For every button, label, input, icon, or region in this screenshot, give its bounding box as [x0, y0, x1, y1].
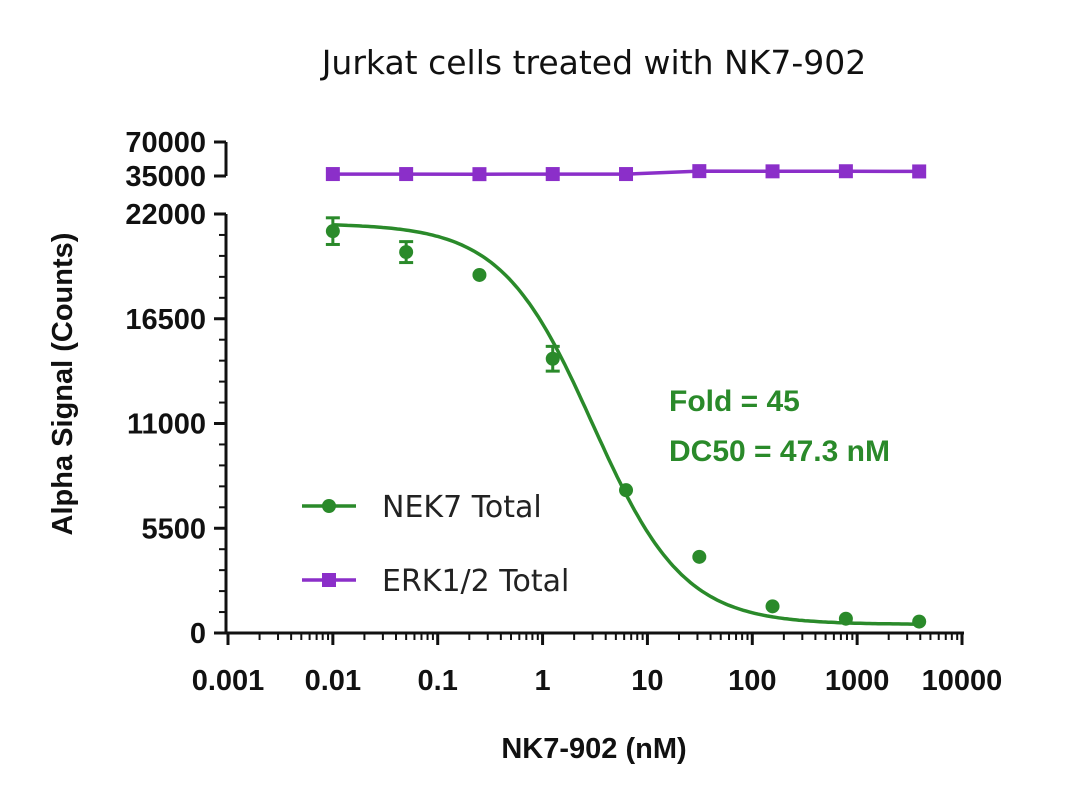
data-point-square	[619, 167, 634, 182]
data-point-circle	[838, 611, 853, 626]
data-point-square	[472, 167, 487, 182]
data-point-square	[765, 164, 780, 179]
x-axis-title: NK7-902 (nM)	[501, 733, 686, 765]
legend-marker-circle	[322, 499, 336, 513]
data-point-circle	[692, 549, 707, 564]
x-tick-label: 100	[728, 665, 776, 697]
y-tick-label: 16500	[125, 304, 206, 336]
annotations: Fold = 45 DC50 = 47.3 nM	[669, 385, 890, 468]
y-tick-label: 70000	[125, 127, 206, 159]
x-tick-label: 0.1	[418, 665, 458, 697]
data-point-square	[399, 167, 414, 182]
data-point-square	[692, 164, 707, 179]
annotation-text: Fold = 45	[669, 385, 800, 418]
legend-label: ERK1/2 Total	[382, 564, 569, 599]
x-tick-label: 10000	[922, 665, 1003, 697]
y-tick-label: 35000	[125, 161, 206, 193]
data-point-circle	[912, 614, 927, 629]
legend-label: NEK7 Total	[382, 490, 542, 525]
data-point-circle	[399, 245, 414, 260]
x-tick-label: 10	[631, 665, 663, 697]
data-point-circle	[545, 351, 560, 366]
chart-title: Jurkat cells treated with NK7-902	[320, 43, 867, 82]
data-point-square	[325, 167, 340, 182]
y-tick-label: 0	[190, 618, 206, 650]
y-axis-title: Alpha Signal (Counts)	[47, 233, 79, 536]
x-tick-label: 0.001	[192, 665, 265, 697]
data-point-square	[838, 164, 853, 179]
data-point-circle	[325, 224, 340, 239]
fit-curves	[332, 169, 920, 626]
annotation-text: DC50 = 47.3 nM	[669, 435, 890, 468]
x-tick-label: 1000	[825, 665, 890, 697]
data-point-circle	[619, 483, 634, 498]
data-point-square	[912, 164, 927, 179]
legend-marker-square	[322, 573, 336, 587]
x-tick-label: 0.01	[305, 665, 361, 697]
data-points	[325, 164, 927, 629]
y-tick-label: 5500	[141, 513, 206, 545]
data-point-square	[545, 167, 560, 182]
y-tick-label: 11000	[127, 409, 206, 441]
data-point-circle	[765, 599, 780, 614]
legend: NEK7 Total ERK1/2 Total	[302, 490, 569, 599]
y-tick-label: 22000	[125, 199, 206, 231]
data-point-circle	[472, 267, 487, 282]
x-tick-label: 1	[535, 665, 551, 697]
